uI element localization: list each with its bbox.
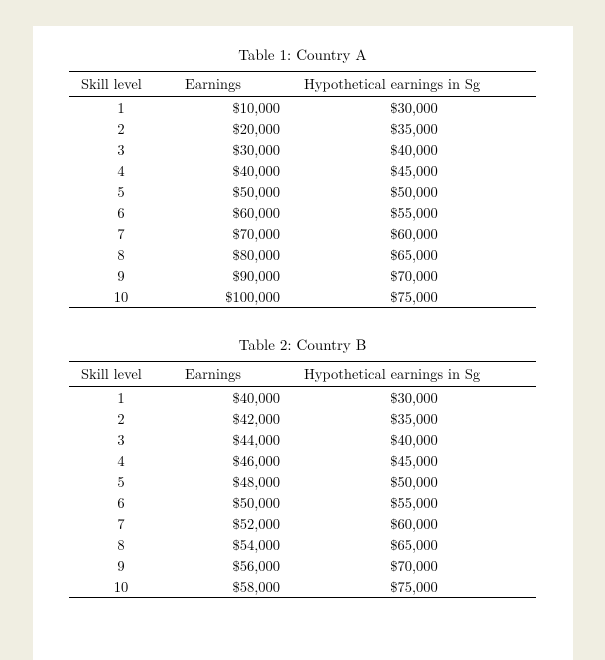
col-header-skill: Skill level	[69, 72, 173, 97]
table-header-row: Skill level Earnings Hypothetical earnin…	[69, 72, 536, 97]
paper-sheet: Table 1: Country A Skill level Earnings …	[33, 26, 573, 660]
table-row: 9$90,000$70,000	[69, 265, 536, 286]
cell-hyp: $60,000	[292, 513, 536, 534]
col-header-earnings: Earnings	[173, 72, 292, 97]
cell-earnings: $20,000	[173, 118, 292, 139]
table-block-country-b: Table 2: Country B Skill level Earnings …	[61, 334, 545, 598]
cell-earnings: $10,000	[173, 97, 292, 119]
cell-hyp: $55,000	[292, 202, 536, 223]
cell-skill: 5	[69, 181, 173, 202]
table-row: 7$52,000$60,000	[69, 513, 536, 534]
cell-earnings: $30,000	[173, 139, 292, 160]
cell-skill: 9	[69, 555, 173, 576]
col-header-hyp: Hypothetical earnings in Sg	[292, 362, 536, 387]
cell-hyp: $70,000	[292, 265, 536, 286]
table-row: 3$44,000$40,000	[69, 429, 536, 450]
table-row: 2$20,000$35,000	[69, 118, 536, 139]
cell-earnings: $40,000	[173, 160, 292, 181]
table-row: 6$50,000$55,000	[69, 492, 536, 513]
cell-hyp: $75,000	[292, 286, 536, 308]
cell-earnings: $60,000	[173, 202, 292, 223]
table-row: 4$46,000$45,000	[69, 450, 536, 471]
col-header-hyp: Hypothetical earnings in Sg	[292, 72, 536, 97]
cell-skill: 8	[69, 244, 173, 265]
table-row: 2$42,000$35,000	[69, 408, 536, 429]
table-header-row: Skill level Earnings Hypothetical earnin…	[69, 362, 536, 387]
table-row: 8$54,000$65,000	[69, 534, 536, 555]
cell-hyp: $70,000	[292, 555, 536, 576]
cell-hyp: $60,000	[292, 223, 536, 244]
table-block-country-a: Table 1: Country A Skill level Earnings …	[61, 44, 545, 308]
table-row: 1$10,000$30,000	[69, 97, 536, 119]
table-caption: Table 2: Country B	[61, 334, 545, 355]
cell-skill: 8	[69, 534, 173, 555]
cell-skill: 6	[69, 202, 173, 223]
cell-hyp: $40,000	[292, 429, 536, 450]
data-table: Skill level Earnings Hypothetical earnin…	[69, 361, 536, 598]
cell-earnings: $58,000	[173, 576, 292, 598]
cell-skill: 4	[69, 160, 173, 181]
cell-skill: 2	[69, 408, 173, 429]
table-row: 5$48,000$50,000	[69, 471, 536, 492]
col-header-skill: Skill level	[69, 362, 173, 387]
table-row: 10$100,000$75,000	[69, 286, 536, 308]
cell-earnings: $50,000	[173, 492, 292, 513]
table-row: 7$70,000$60,000	[69, 223, 536, 244]
cell-hyp: $30,000	[292, 97, 536, 119]
cell-hyp: $35,000	[292, 408, 536, 429]
table-row: 8$80,000$65,000	[69, 244, 536, 265]
cell-skill: 1	[69, 97, 173, 119]
cell-skill: 1	[69, 387, 173, 409]
cell-earnings: $42,000	[173, 408, 292, 429]
cell-skill: 7	[69, 513, 173, 534]
cell-hyp: $50,000	[292, 181, 536, 202]
cell-hyp: $50,000	[292, 471, 536, 492]
cell-earnings: $50,000	[173, 181, 292, 202]
cell-skill: 4	[69, 450, 173, 471]
cell-earnings: $52,000	[173, 513, 292, 534]
cell-skill: 10	[69, 576, 173, 598]
cell-hyp: $45,000	[292, 450, 536, 471]
cell-earnings: $54,000	[173, 534, 292, 555]
cell-earnings: $56,000	[173, 555, 292, 576]
table-row: 4$40,000$45,000	[69, 160, 536, 181]
cell-skill: 3	[69, 139, 173, 160]
col-header-earnings: Earnings	[173, 362, 292, 387]
cell-skill: 6	[69, 492, 173, 513]
cell-skill: 2	[69, 118, 173, 139]
cell-earnings: $100,000	[173, 286, 292, 308]
table-body: 1$40,000$30,000 2$42,000$35,000 3$44,000…	[69, 387, 536, 598]
table-row: 9$56,000$70,000	[69, 555, 536, 576]
cell-hyp: $45,000	[292, 160, 536, 181]
cell-earnings: $48,000	[173, 471, 292, 492]
table-row: 10$58,000$75,000	[69, 576, 536, 598]
cell-earnings: $40,000	[173, 387, 292, 409]
cell-skill: 7	[69, 223, 173, 244]
cell-hyp: $55,000	[292, 492, 536, 513]
table-row: 5$50,000$50,000	[69, 181, 536, 202]
cell-skill: 5	[69, 471, 173, 492]
cell-hyp: $40,000	[292, 139, 536, 160]
cell-earnings: $70,000	[173, 223, 292, 244]
table-row: 3$30,000$40,000	[69, 139, 536, 160]
data-table: Skill level Earnings Hypothetical earnin…	[69, 71, 536, 308]
cell-skill: 9	[69, 265, 173, 286]
cell-earnings: $44,000	[173, 429, 292, 450]
cell-earnings: $90,000	[173, 265, 292, 286]
cell-skill: 3	[69, 429, 173, 450]
cell-earnings: $80,000	[173, 244, 292, 265]
table-row: 6$60,000$55,000	[69, 202, 536, 223]
cell-hyp: $75,000	[292, 576, 536, 598]
cell-earnings: $46,000	[173, 450, 292, 471]
cell-hyp: $65,000	[292, 244, 536, 265]
cell-hyp: $35,000	[292, 118, 536, 139]
table-body: 1$10,000$30,000 2$20,000$35,000 3$30,000…	[69, 97, 536, 308]
cell-skill: 10	[69, 286, 173, 308]
table-row: 1$40,000$30,000	[69, 387, 536, 409]
cell-hyp: $65,000	[292, 534, 536, 555]
table-caption: Table 1: Country A	[61, 44, 545, 65]
cell-hyp: $30,000	[292, 387, 536, 409]
